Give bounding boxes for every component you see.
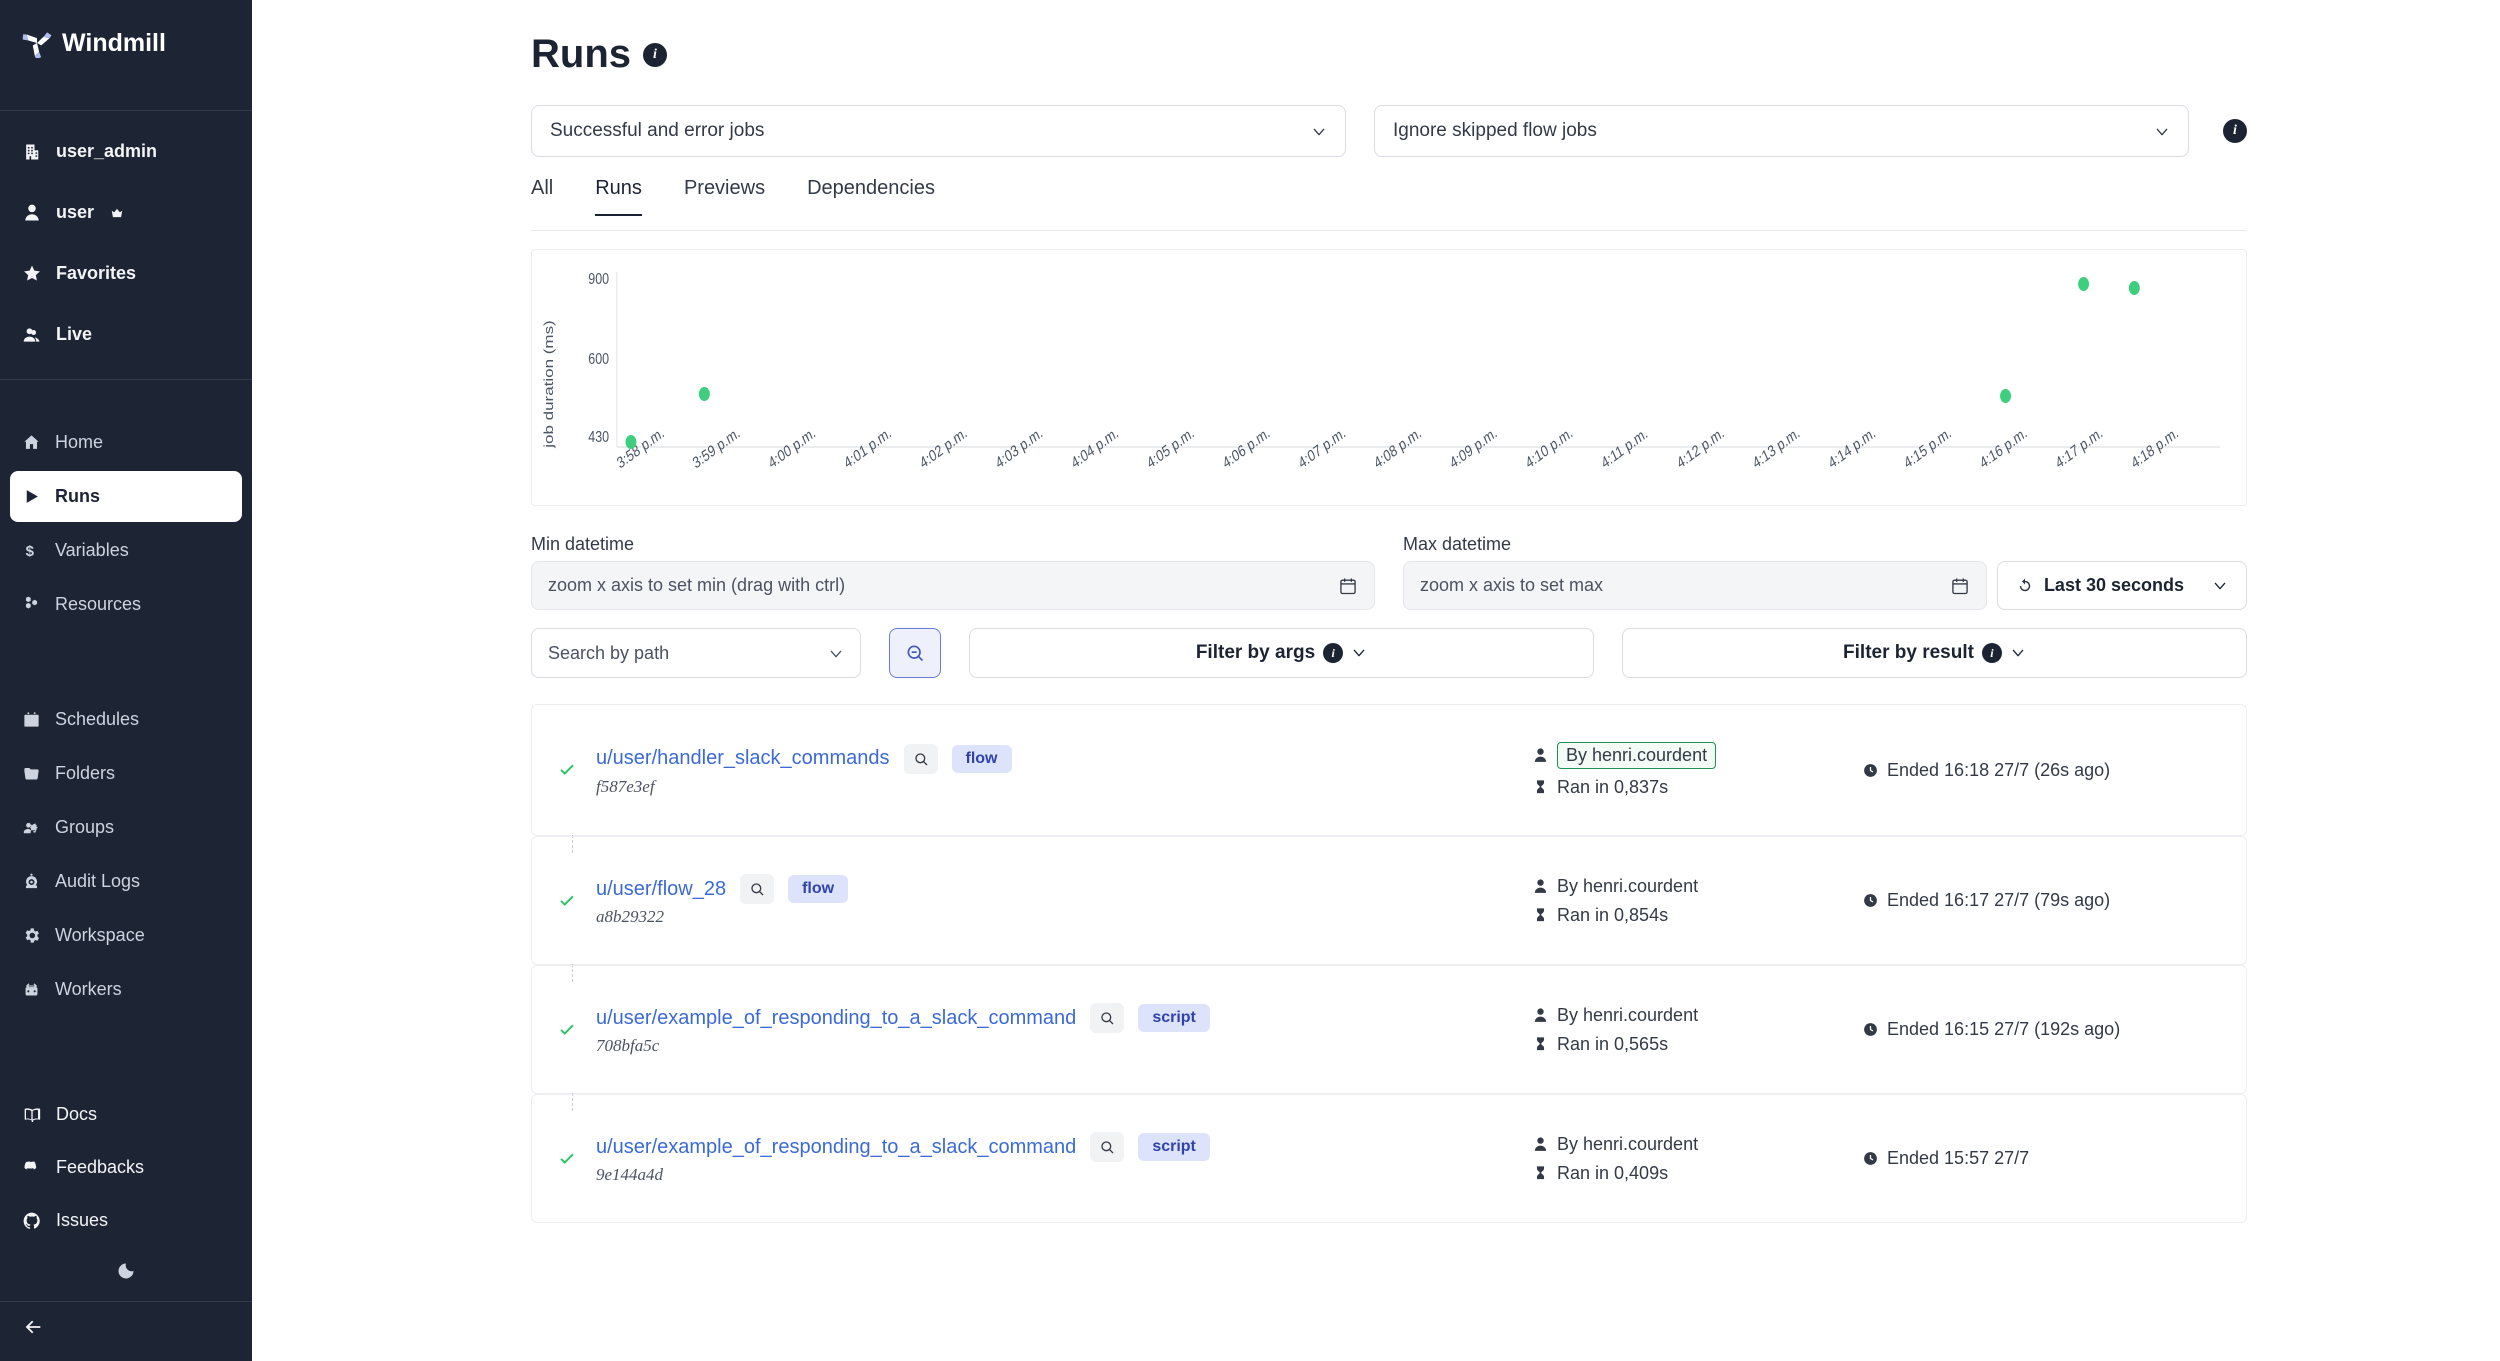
svg-text:4:05 p.m.: 4:05 p.m. [1145, 424, 1197, 473]
svg-text:4:09 p.m.: 4:09 p.m. [1448, 424, 1500, 473]
svg-text:3:58 p.m.: 3:58 p.m. [615, 424, 667, 473]
svg-text:4:01 p.m.: 4:01 p.m. [842, 424, 894, 473]
svg-text:$: $ [26, 543, 35, 560]
svg-text:4:16 p.m.: 4:16 p.m. [1978, 424, 2030, 473]
svg-text:900: 900 [588, 271, 609, 289]
svg-text:4:03 p.m.: 4:03 p.m. [993, 424, 1045, 473]
svg-text:4:14 p.m.: 4:14 p.m. [1826, 424, 1878, 473]
svg-text:4:08 p.m.: 4:08 p.m. [1372, 424, 1424, 473]
svg-text:600: 600 [588, 351, 609, 369]
svg-text:3:59 p.m.: 3:59 p.m. [691, 424, 743, 473]
svg-text:4:02 p.m.: 4:02 p.m. [918, 424, 970, 473]
svg-text:4:04 p.m.: 4:04 p.m. [1069, 424, 1121, 473]
svg-text:4:06 p.m.: 4:06 p.m. [1221, 424, 1273, 473]
svg-text:4:11 p.m.: 4:11 p.m. [1599, 425, 1650, 473]
svg-text:430: 430 [588, 429, 609, 447]
svg-text:4:12 p.m.: 4:12 p.m. [1675, 424, 1727, 473]
svg-text:4:18 p.m.: 4:18 p.m. [2129, 424, 2181, 473]
svg-text:job duration (ms): job duration (ms) [542, 320, 556, 449]
svg-text:4:13 p.m.: 4:13 p.m. [1751, 424, 1803, 473]
svg-text:4:00 p.m.: 4:00 p.m. [766, 424, 818, 473]
svg-text:4:07 p.m.: 4:07 p.m. [1296, 424, 1348, 473]
svg-text:4:15 p.m.: 4:15 p.m. [1902, 424, 1954, 473]
svg-text:4:10 p.m.: 4:10 p.m. [1523, 424, 1575, 473]
svg-text:4:17 p.m.: 4:17 p.m. [2053, 424, 2105, 473]
